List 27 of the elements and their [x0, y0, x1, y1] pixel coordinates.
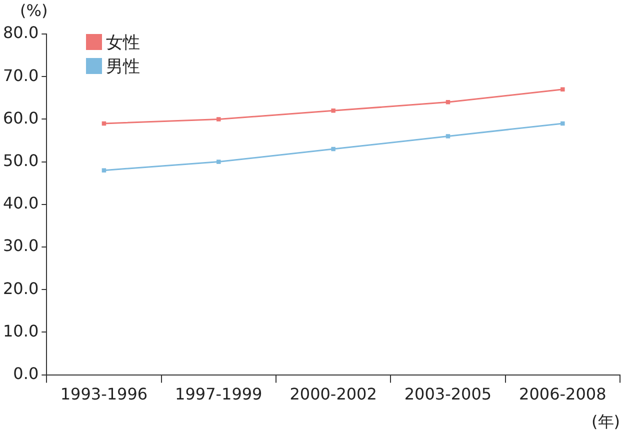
y-tick-label: 20.0	[3, 278, 39, 298]
point	[446, 100, 450, 104]
y-tick-label: 30.0	[3, 236, 39, 256]
y-tick-label: 80.0	[3, 23, 39, 42]
x-tick-label: 2006-2008	[519, 384, 606, 404]
legend-label: 男性	[106, 56, 140, 78]
y-tick-label: 70.0	[3, 66, 39, 85]
point	[560, 121, 565, 126]
point	[216, 117, 221, 122]
y-axis-title: (%)	[20, 1, 48, 20]
y-tick-label: 50.0	[3, 150, 39, 170]
legend-label: 女性	[106, 32, 140, 54]
y-tick-label: 10.0	[3, 321, 39, 340]
y-tick-label: 0.0	[13, 364, 39, 383]
x-tick-label: 2003-2005	[404, 384, 492, 404]
x-tick-label: 1993-1996	[60, 384, 148, 404]
y-tick-label: 60.0	[3, 108, 39, 128]
y-tick-label: 40.0	[3, 194, 39, 213]
point	[446, 134, 450, 138]
x-tick-label: 2000-2002	[290, 384, 377, 404]
point	[216, 160, 221, 164]
point	[102, 168, 106, 172]
point	[331, 108, 336, 113]
point	[331, 146, 336, 152]
x-axis-title: (年)	[592, 412, 620, 432]
point	[560, 87, 565, 92]
x-tick-label: 1997-1999	[175, 384, 262, 404]
